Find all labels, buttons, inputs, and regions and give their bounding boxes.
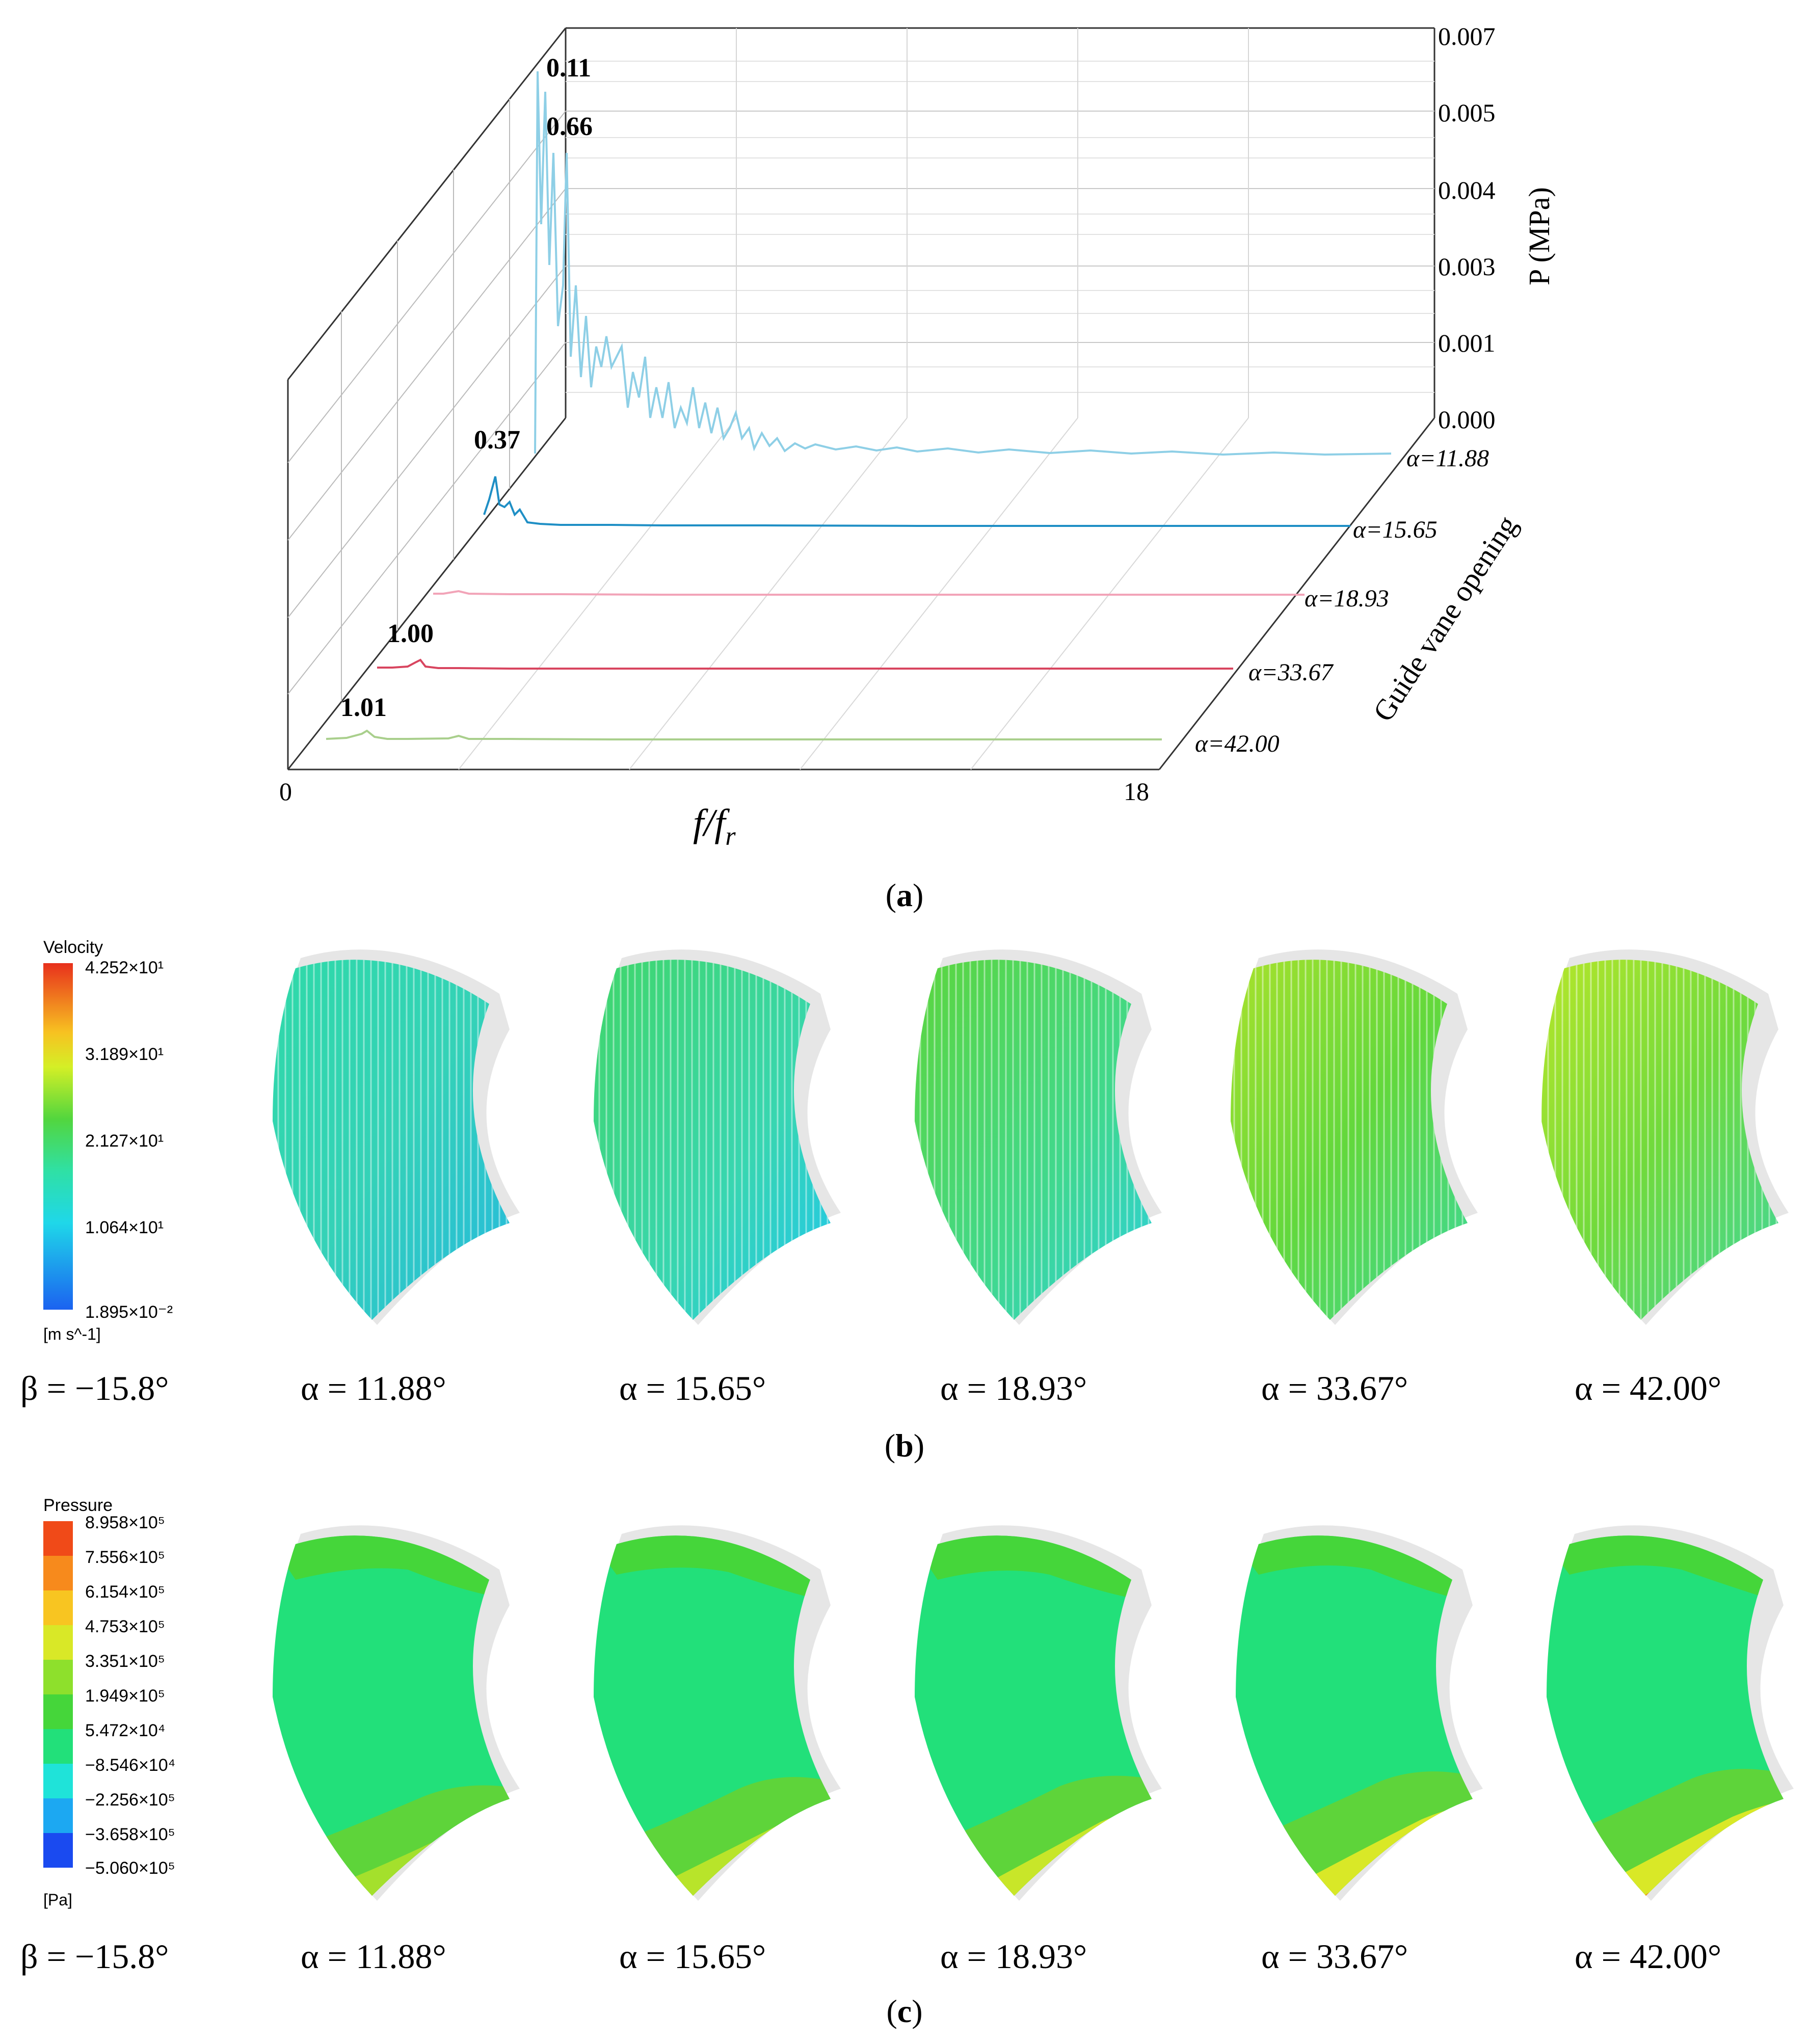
series-line-11-88 — [534, 71, 1392, 456]
legend-unit: [Pa] — [43, 1891, 72, 1909]
label-c: α = 42.00° — [1575, 1937, 1722, 1976]
series-label: α=15.65 — [1353, 516, 1438, 543]
pressure-blade-15-65 — [594, 1525, 841, 1901]
y-tick: 0.000 — [1438, 405, 1496, 434]
legend-tick: −2.256×10⁵ — [85, 1790, 175, 1810]
legend-tick: 8.958×10⁵ — [85, 1513, 165, 1532]
caption-b-letter: b — [895, 1427, 914, 1464]
label-c: α = 33.67° — [1261, 1937, 1408, 1976]
caption-a-letter: a — [896, 877, 913, 913]
side-wall-grid — [287, 99, 566, 701]
label-c: β = −15.8° — [20, 1937, 169, 1976]
legend-tick: 3.351×10⁵ — [85, 1652, 165, 1671]
pressure-legend: Pressure 8.958×10⁵ 7.556×10⁵ 6.154×10⁵ 4… — [43, 1496, 247, 1914]
series-label: α=18.93 — [1305, 585, 1389, 612]
caption-c: (c) — [886, 1993, 923, 2029]
label-c: α = 11.88° — [301, 1937, 446, 1976]
back-wall-grid — [566, 61, 1434, 393]
caption-c-letter: c — [897, 1993, 912, 2029]
caption-b: (b) — [884, 1427, 925, 1464]
series-label: α=33.67 — [1248, 659, 1334, 686]
legend-tick: 7.556×10⁵ — [85, 1548, 165, 1567]
legend-tick: 6.154×10⁵ — [85, 1582, 165, 1602]
legend-tick: 1.895×10⁻² — [85, 1303, 173, 1322]
legend-tick: 3.189×10¹ — [85, 1045, 164, 1064]
label-b: α = 33.67° — [1261, 1369, 1408, 1408]
series-line-33-67 — [377, 658, 1233, 670]
pressure-blade-42-00 — [1547, 1525, 1794, 1901]
pressure-blade-18-93 — [915, 1525, 1162, 1901]
peak-label: 1.01 — [340, 693, 387, 722]
x-axis-label-sub: r — [725, 822, 736, 851]
legend-title: Pressure — [43, 1496, 113, 1515]
series-line-15-65 — [483, 476, 1350, 527]
legend-tick: 1.064×10¹ — [85, 1218, 164, 1237]
legend-title: Velocity — [43, 938, 103, 957]
velocity-blade-11-88 — [273, 949, 520, 1325]
legend-tick: 5.472×10⁴ — [85, 1721, 166, 1740]
legend-tick: −3.658×10⁵ — [85, 1825, 175, 1844]
y-axis-label: P (MPa) — [1523, 187, 1556, 285]
label-b: α = 42.00° — [1575, 1369, 1722, 1408]
peak-label: 0.66 — [546, 112, 593, 141]
series-line-18-93 — [433, 590, 1305, 596]
x-tick: 0 — [279, 777, 292, 806]
pressure-colorbar — [43, 1521, 73, 1868]
pressure-blade-33-67 — [1236, 1525, 1483, 1901]
label-b: α = 15.65° — [619, 1369, 766, 1408]
label-b: α = 11.88° — [301, 1369, 446, 1408]
pressure-blades — [273, 1525, 1794, 1901]
legend-tick: 2.127×10¹ — [85, 1131, 164, 1151]
velocity-blade-18-93 — [915, 949, 1162, 1325]
series-line-42-00 — [326, 729, 1162, 740]
legend-tick: 4.753×10⁵ — [85, 1617, 165, 1636]
legend-tick: 4.252×10¹ — [85, 958, 164, 977]
peak-label: 0.11 — [546, 54, 591, 83]
velocity-blade-42-00 — [1541, 949, 1789, 1325]
velocity-colorbar — [43, 963, 73, 1310]
y-tick: 0.007 — [1438, 22, 1496, 50]
legend-tick: −5.060×10⁵ — [85, 1859, 175, 1878]
series-label: α=42.00 — [1195, 730, 1280, 757]
peak-label: 1.00 — [387, 619, 434, 648]
back-wall-vgrid — [736, 28, 1249, 418]
x-axis-label: f/fr — [693, 802, 736, 851]
velocity-blade-15-65 — [594, 949, 841, 1325]
label-c: α = 15.65° — [619, 1937, 766, 1976]
y-tick: 0.001 — [1438, 329, 1496, 357]
velocity-blades — [273, 949, 1789, 1325]
label-c: α = 18.93° — [940, 1937, 1087, 1976]
waterfall-chart: 0.11 0.66 0.37 1.00 1.01 0.007 0.005 0.0… — [279, 22, 1556, 851]
legend-tick: 1.949×10⁵ — [85, 1686, 165, 1706]
caption-a: (a) — [885, 877, 924, 913]
y-tick: 0.004 — [1438, 176, 1496, 204]
legend-tick: −8.546×10⁴ — [85, 1756, 176, 1775]
back-wall — [565, 27, 1435, 418]
peak-label: 0.37 — [474, 426, 520, 455]
velocity-blade-33-67 — [1231, 949, 1478, 1325]
series-label: α=11.88 — [1406, 445, 1489, 472]
label-b: β = −15.8° — [20, 1369, 169, 1408]
y-tick: 0.005 — [1438, 98, 1496, 127]
legend-unit: [m s^-1] — [43, 1325, 101, 1343]
pressure-blade-11-88 — [273, 1525, 520, 1901]
x-tick: 18 — [1124, 777, 1149, 806]
side-wall — [287, 28, 567, 770]
velocity-legend: Velocity 4.252×10¹ 3.189×10¹ 2.127×10¹ 1… — [43, 938, 247, 1345]
y-tick: 0.003 — [1438, 252, 1496, 281]
label-b: α = 18.93° — [940, 1369, 1087, 1408]
x-axis-label-main: f/f — [693, 802, 730, 844]
